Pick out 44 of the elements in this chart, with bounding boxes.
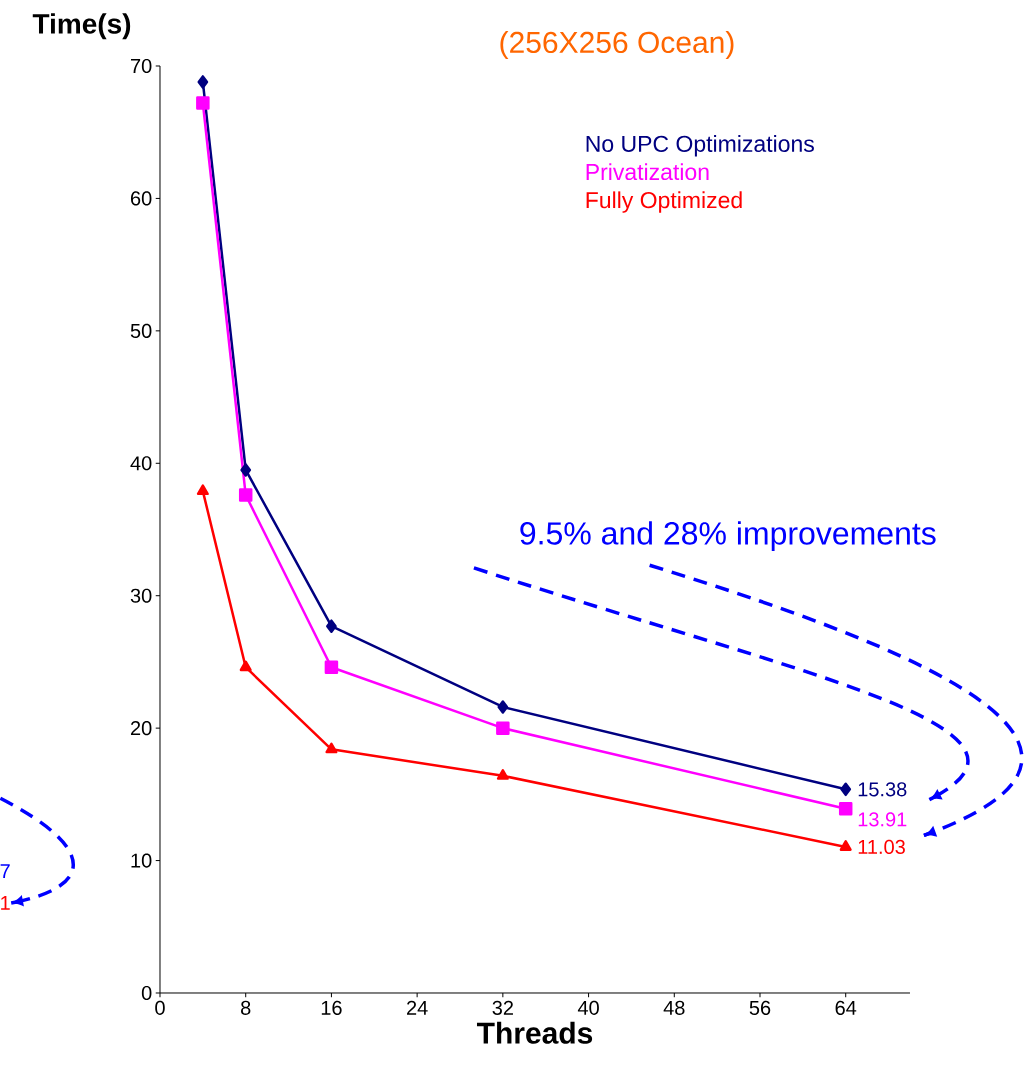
point: [839, 840, 852, 851]
y-tick-label: 0: [141, 985, 152, 1001]
x-tick-label: 56: [749, 1000, 771, 1015]
y-tick-label: 10: [131, 853, 152, 868]
point: [496, 769, 509, 780]
point: [497, 700, 509, 714]
x-tick-label: 8: [241, 1000, 251, 1015]
point: [325, 742, 338, 754]
y-tick-label: 50: [130, 323, 152, 338]
data-label: 11.03: [858, 839, 905, 855]
y-axis-title: Time(s): [32, 13, 131, 40]
x-tick-label: 16: [321, 1000, 342, 1015]
y-tick-label: 70: [131, 58, 152, 74]
point: [238, 488, 253, 502]
point: [324, 660, 339, 674]
data-label: 13.91: [858, 812, 907, 827]
point: [240, 463, 252, 477]
x-tick-label: 24: [407, 1000, 428, 1015]
x-tick-label: 64: [835, 1000, 857, 1015]
y-tick-label: 20: [130, 721, 152, 736]
point: [239, 660, 252, 672]
data-label: 15.38: [858, 782, 907, 797]
x-tick-label: 48: [663, 1000, 685, 1015]
point: [838, 802, 853, 816]
x-axis-title: Threads: [476, 1021, 593, 1044]
point: [196, 484, 209, 496]
point: [496, 721, 510, 735]
text: 1: [1, 896, 10, 910]
text: 7: [0, 864, 10, 879]
annotation: 9.5% and 28% improvements: [520, 521, 936, 552]
x-tick-label: 32: [492, 1000, 513, 1015]
y-tick-label: 30: [130, 588, 152, 603]
text: Fully Optimized: [586, 191, 742, 213]
point: [326, 619, 337, 633]
point: [197, 75, 209, 89]
point: [840, 782, 852, 797]
text: Privatization: [586, 163, 709, 181]
x-tick-label: 0: [155, 1000, 165, 1015]
text: No UPC Optimizations: [586, 135, 814, 157]
y-tick-label: 40: [130, 456, 152, 471]
y-tick-label: 60: [130, 191, 152, 206]
x-tick-label: 40: [577, 1000, 599, 1015]
point: [196, 96, 210, 110]
chart-title: (256X256 Ocean): [500, 31, 734, 59]
